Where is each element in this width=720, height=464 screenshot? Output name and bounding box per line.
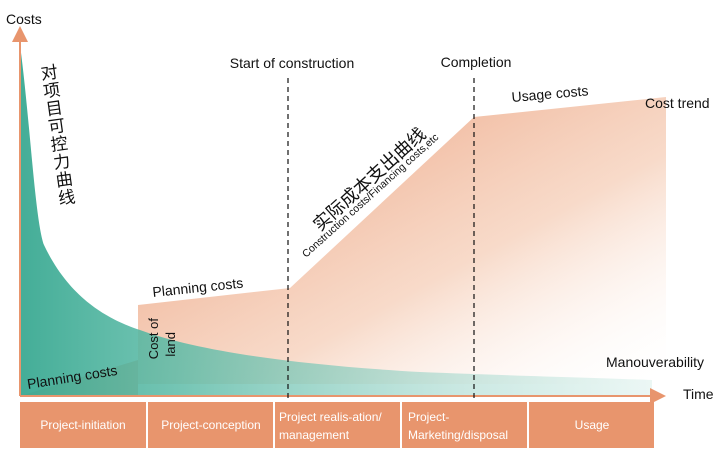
phase-marketing [402,402,527,448]
start-of-construction-label: Start of construction [230,55,355,71]
phase-usage-label: Usage [575,418,610,432]
phase-initiation-label: Project-initiation [40,418,125,432]
phase-bar: Project-initiation Project-conception Pr… [20,402,654,448]
phase-marketing-label-1: Project- [408,410,449,424]
phase-usage [529,402,654,448]
controllability-curve-label: 对项目可控力曲线 [37,63,76,208]
cost-trend-label: Cost trend [645,95,710,111]
completion-label: Completion [441,54,512,70]
phase-realisation [275,402,400,448]
phase-conception [148,402,273,448]
cost-of-land-label-1: Cost of [146,318,161,360]
controllability-area [20,45,652,396]
y-axis-label: Costs [6,11,42,27]
actual-cost-area [138,97,666,384]
phase-marketing-label-2: Marketing/disposal [408,428,508,442]
phase-realisation-label-1: Project realis-ation/ [279,410,382,424]
phase-initiation [20,402,146,448]
usage-costs-label: Usage costs [511,82,589,105]
cost-of-land-label-2: land [163,332,178,357]
phase-realisation-label-2: management [279,428,350,442]
x-axis-label: Time [683,386,714,402]
manouverability-label: Manouverability [606,354,704,370]
phase-conception-label: Project-conception [161,418,260,432]
